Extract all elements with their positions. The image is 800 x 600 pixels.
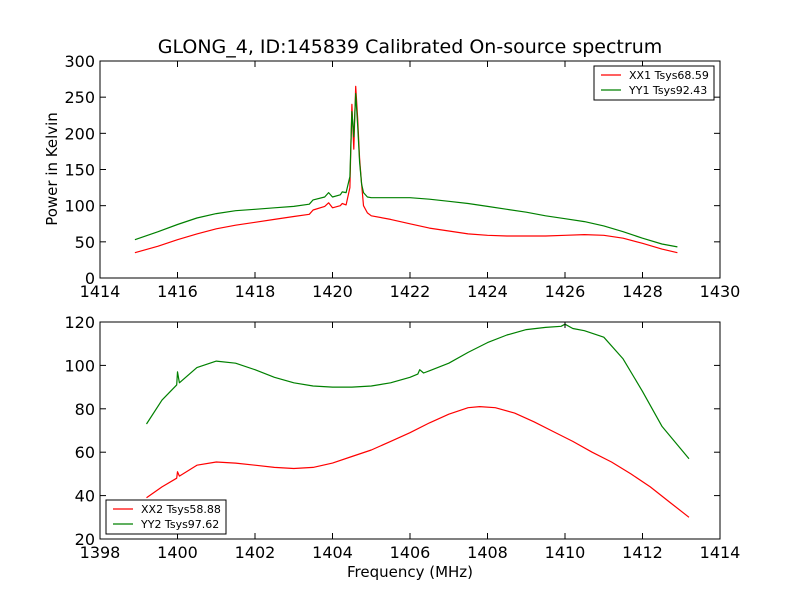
y-tick-label: 40 — [75, 487, 95, 506]
x-tick-label: 1422 — [390, 282, 431, 301]
y-tick-label: 0 — [85, 269, 95, 288]
top-legend-label-xx1: XX1 Tsys68.59 — [629, 69, 709, 82]
x-tick-label: 1424 — [467, 282, 508, 301]
bottom-legend-label-xx2: XX2 Tsys58.88 — [141, 503, 221, 516]
y-tick-label: 50 — [75, 233, 95, 252]
x-tick-label: 1400 — [157, 543, 198, 562]
top-panel: 1414 1416 1418 1420 1422 1424 1426 1428 1430 0 50 1… — [43, 52, 740, 301]
bottom-panel-legend: XX2 Tsys58.88 YY2 Tsys97.62 — [105, 499, 227, 535]
x-tick-label: 1406 — [390, 543, 431, 562]
top-panel-lines — [134, 85, 678, 254]
series-line-yy1 — [134, 92, 678, 248]
x-tick-label: 1414 — [700, 543, 741, 562]
x-tick-label: 1404 — [312, 543, 353, 562]
x-tick-label: 1430 — [700, 282, 741, 301]
y-tick-label: 200 — [64, 124, 95, 143]
bottom-legend-box — [105, 499, 227, 535]
x-tick-label: 1408 — [467, 543, 508, 562]
y-tick-label: 150 — [64, 161, 95, 180]
y-tick-label: 80 — [75, 400, 95, 419]
x-tick-label: 1410 — [545, 543, 586, 562]
x-tick-label: 1416 — [157, 282, 198, 301]
x-tick-label: 1426 — [545, 282, 586, 301]
bottom-legend-label-yy2: YY2 Tsys97.62 — [140, 518, 219, 531]
y-tick-label: 120 — [64, 313, 95, 332]
y-tick-label: 300 — [64, 52, 95, 71]
series-line-yy2 — [145, 323, 690, 460]
bottom-panel-xlabel: Frequency (MHz) — [347, 563, 473, 581]
y-tick-label: 20 — [75, 530, 95, 549]
x-tick-label: 1398 — [80, 543, 121, 562]
y-tick-label: 60 — [75, 443, 95, 462]
x-tick-label: 1414 — [80, 282, 121, 301]
series-line-xx2 — [146, 406, 690, 518]
chart-title: GLONG_4, ID:145839 Calibrated On-source … — [158, 36, 663, 58]
top-panel-ticks: 1414 1416 1418 1420 1422 1424 1426 1428 1430 0 50 1… — [64, 52, 740, 301]
bottom-panel: 1398 1400 1402 1404 1406 1408 1410 1412 1414 20 40… — [64, 313, 740, 581]
y-tick-label: 100 — [64, 197, 95, 216]
x-tick-label: 1428 — [622, 282, 663, 301]
top-panel-legend: XX1 Tsys68.59 YY1 Tsys92.43 — [593, 65, 715, 101]
top-legend-box — [593, 65, 715, 101]
x-tick-label: 1418 — [235, 282, 276, 301]
bottom-panel-lines — [145, 323, 690, 518]
top-panel-ylabel: Power in Kelvin — [43, 112, 61, 226]
x-tick-label: 1402 — [235, 543, 276, 562]
bottom-panel-ticks: 1398 1400 1402 1404 1406 1408 1410 1412 1414 20 40… — [64, 313, 740, 562]
top-legend-label-yy1: YY1 Tsys92.43 — [628, 84, 707, 97]
y-tick-label: 250 — [64, 88, 95, 107]
x-tick-label: 1420 — [312, 282, 353, 301]
x-tick-label: 1412 — [622, 543, 663, 562]
y-tick-label: 100 — [64, 356, 95, 375]
